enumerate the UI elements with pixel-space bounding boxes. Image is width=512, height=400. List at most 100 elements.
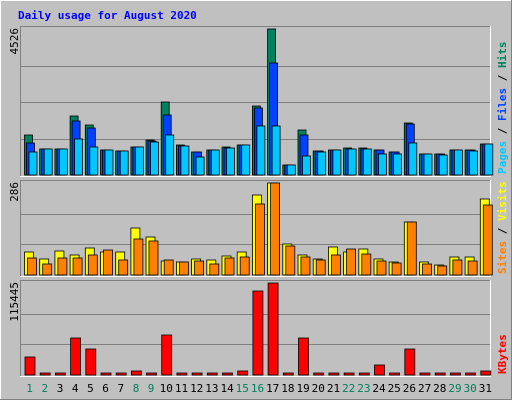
bar-sites-day-19 — [300, 256, 311, 276]
bar-pages-day-18 — [286, 164, 296, 176]
x-tick-label-day-4: 4 — [72, 382, 79, 395]
bar-pages-day-11 — [180, 145, 190, 176]
bar-sites-day-8 — [133, 238, 144, 276]
bar-pages-day-3 — [59, 148, 68, 176]
panel-hits: 4526 Pages / Files / Hits — [8, 26, 509, 177]
bar-pages-day-14 — [226, 147, 235, 176]
bar-pages-day-8 — [134, 146, 144, 176]
bar-pages-day-5 — [89, 146, 99, 176]
bar-kbytes-day-15 — [237, 370, 249, 376]
bar-sites-day-24 — [376, 260, 387, 276]
panel-kbytes-ymax-label: 115445 — [8, 282, 21, 322]
bar-sites-day-23 — [361, 253, 372, 276]
bar-pages-day-10 — [165, 134, 175, 176]
chart-title: Daily usage for August 2020 — [18, 9, 197, 22]
bar-kbytes-day-11 — [176, 372, 188, 376]
bar-pages-day-6 — [104, 149, 114, 176]
bar-kbytes-day-23 — [358, 372, 370, 376]
bar-sites-day-9 — [148, 240, 159, 276]
bar-pages-day-28 — [438, 154, 448, 176]
bar-pages-day-26 — [408, 142, 418, 176]
bar-sites-day-25 — [391, 262, 402, 276]
bar-pages-day-12 — [195, 156, 205, 176]
bar-sites-day-1 — [27, 257, 37, 276]
x-tick-label-day-11: 11 — [175, 382, 188, 395]
legend-hits: Hits — [496, 42, 509, 69]
x-tick-label-day-5: 5 — [87, 382, 94, 395]
x-tick-label-day-30: 30 — [464, 382, 477, 395]
panel-visits-axis-legend: Sites / Visits — [496, 181, 509, 274]
bar-kbytes-day-28 — [434, 372, 446, 376]
x-tick-label-day-13: 13 — [205, 382, 218, 395]
bar-kbytes-day-5 — [85, 348, 97, 376]
bar-sites-day-14 — [224, 257, 235, 276]
bar-pages-day-30 — [469, 150, 479, 176]
bar-pages-day-25 — [393, 153, 403, 176]
bar-sites-day-6 — [103, 249, 113, 276]
bar-sites-day-27 — [422, 263, 432, 276]
legend-separator: / — [496, 121, 509, 141]
bar-pages-day-31 — [484, 143, 494, 176]
x-tick-label-day-18: 18 — [281, 382, 294, 395]
panel-hits-axis-legend: Pages / Files / Hits — [496, 42, 509, 175]
bar-sites-day-5 — [87, 254, 98, 276]
bar-kbytes-day-20 — [313, 372, 325, 376]
bar-sites-day-4 — [72, 257, 83, 276]
bar-sites-day-31 — [482, 204, 493, 276]
legend-kbytes: KBytes — [496, 334, 509, 374]
x-tick-label-day-31: 31 — [479, 382, 492, 395]
bar-kbytes-day-31 — [480, 370, 492, 376]
x-tick-label-day-10: 10 — [160, 382, 173, 395]
x-tick-label-day-21: 21 — [327, 382, 340, 395]
bar-pages-day-19 — [302, 155, 311, 176]
bar-pages-day-4 — [74, 138, 83, 176]
bar-pages-day-21 — [332, 149, 342, 176]
legend-visits: Visits — [496, 181, 509, 221]
x-tick-label-day-1: 1 — [26, 382, 33, 395]
bar-kbytes-day-29 — [449, 372, 461, 376]
bar-kbytes-day-12 — [191, 372, 203, 376]
bar-kbytes-day-22 — [343, 372, 355, 376]
bar-kbytes-day-30 — [465, 372, 477, 376]
bar-kbytes-day-4 — [70, 337, 81, 376]
bar-pages-day-27 — [423, 153, 433, 176]
bar-kbytes-day-24 — [374, 364, 385, 376]
bar-kbytes-day-2 — [39, 372, 51, 376]
x-tick-label-day-27: 27 — [418, 382, 431, 395]
x-tick-label-day-8: 8 — [133, 382, 140, 395]
bar-kbytes-day-19 — [298, 337, 309, 376]
bar-pages-day-20 — [317, 151, 327, 176]
panel-visits: 286 Sites / Visits — [8, 180, 509, 277]
x-tick-label-day-20: 20 — [312, 382, 325, 395]
bar-kbytes-day-25 — [389, 372, 401, 376]
bar-sites-day-15 — [239, 256, 250, 276]
bar-kbytes-day-26 — [404, 348, 416, 376]
x-tick-label-day-14: 14 — [220, 382, 234, 395]
bar-sites-day-16 — [254, 203, 265, 276]
bar-kbytes-day-13 — [206, 372, 218, 376]
x-tick-label-day-25: 25 — [388, 382, 401, 395]
bar-kbytes-day-18 — [282, 372, 294, 376]
bar-pages-day-29 — [453, 149, 463, 176]
x-tick-label-day-16: 16 — [251, 382, 264, 395]
bar-sites-day-17 — [270, 182, 281, 276]
bar-pages-day-9 — [150, 141, 159, 176]
bar-sites-day-29 — [452, 259, 463, 276]
bar-pages-day-1 — [28, 151, 38, 176]
bar-kbytes-day-6 — [100, 372, 112, 376]
x-tick-label-day-9: 9 — [148, 382, 155, 395]
bar-pages-day-16 — [256, 125, 266, 176]
bar-pages-day-7 — [119, 150, 129, 176]
legend-pages: Pages — [496, 141, 509, 174]
bar-sites-day-7 — [118, 259, 129, 276]
chart-panels: 4526 Pages / Files / Hits 286 Sites / Visit… — [8, 26, 509, 377]
panel-hits-ymax-label: 4526 — [8, 28, 21, 55]
x-tick-label-day-2: 2 — [41, 382, 48, 395]
x-tick-label-day-26: 26 — [403, 382, 416, 395]
x-axis-labels: 1 2 3 4 5 6 7 8 9 10 11 12 13 14 15 16 17 18 19 20 21 22 23 24 2… — [26, 382, 492, 395]
bar-pages-day-13 — [210, 149, 220, 176]
bar-pages-day-15 — [241, 144, 251, 176]
bar-sites-day-21 — [330, 254, 341, 276]
bar-kbytes-day-16 — [252, 290, 264, 376]
